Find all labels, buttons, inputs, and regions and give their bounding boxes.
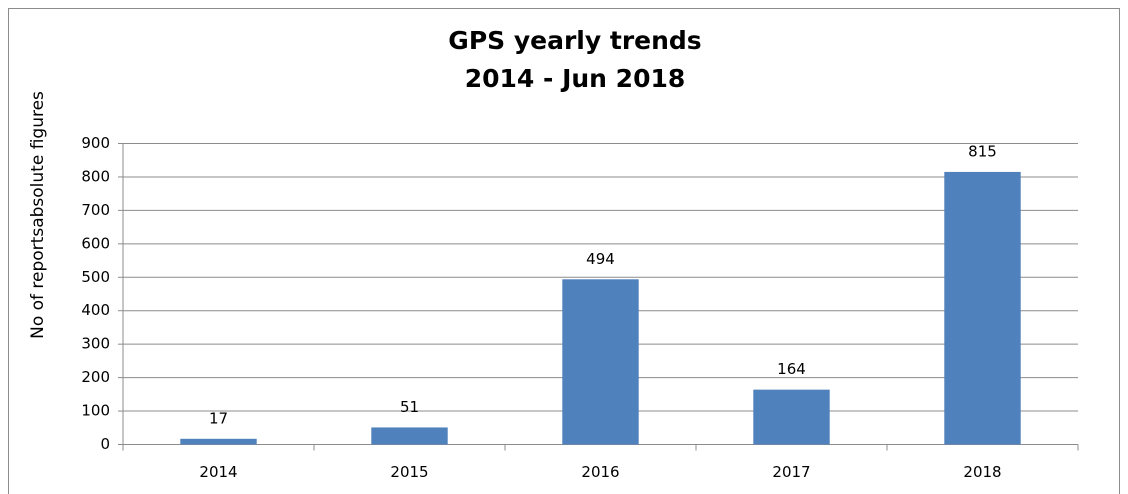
y-tick-label: 500 — [81, 268, 110, 286]
value-label: 815 — [968, 142, 997, 160]
bar — [371, 427, 448, 445]
y-tick-label: 600 — [81, 234, 110, 252]
y-axis-label: No of reportsabsolute figures — [28, 91, 48, 339]
x-tick-label: 2014 — [199, 463, 237, 481]
y-tick-label: 800 — [81, 167, 110, 185]
chart-subtitle: 2014 - Jun 2018 — [465, 64, 686, 93]
bar — [944, 171, 1021, 445]
y-tick-label: 700 — [81, 201, 110, 219]
bar — [562, 279, 639, 445]
x-tick-label: 2018 — [963, 463, 1001, 481]
x-tick-label: 2015 — [390, 463, 428, 481]
value-label: 51 — [400, 398, 419, 416]
bar — [753, 389, 830, 445]
bar — [180, 438, 257, 445]
y-tick-label: 100 — [81, 402, 110, 420]
value-label: 17 — [209, 409, 228, 427]
chart-title: GPS yearly trends — [448, 26, 701, 55]
x-tick-label: 2016 — [581, 463, 619, 481]
x-tick-label: 2017 — [772, 463, 810, 481]
y-tick-label: 900 — [81, 134, 110, 152]
value-label: 164 — [777, 360, 806, 378]
y-tick-label: 0 — [100, 435, 110, 453]
value-label: 494 — [586, 250, 615, 268]
y-tick-label: 200 — [81, 368, 110, 386]
y-tick-label: 400 — [81, 301, 110, 319]
y-tick-label: 300 — [81, 335, 110, 353]
